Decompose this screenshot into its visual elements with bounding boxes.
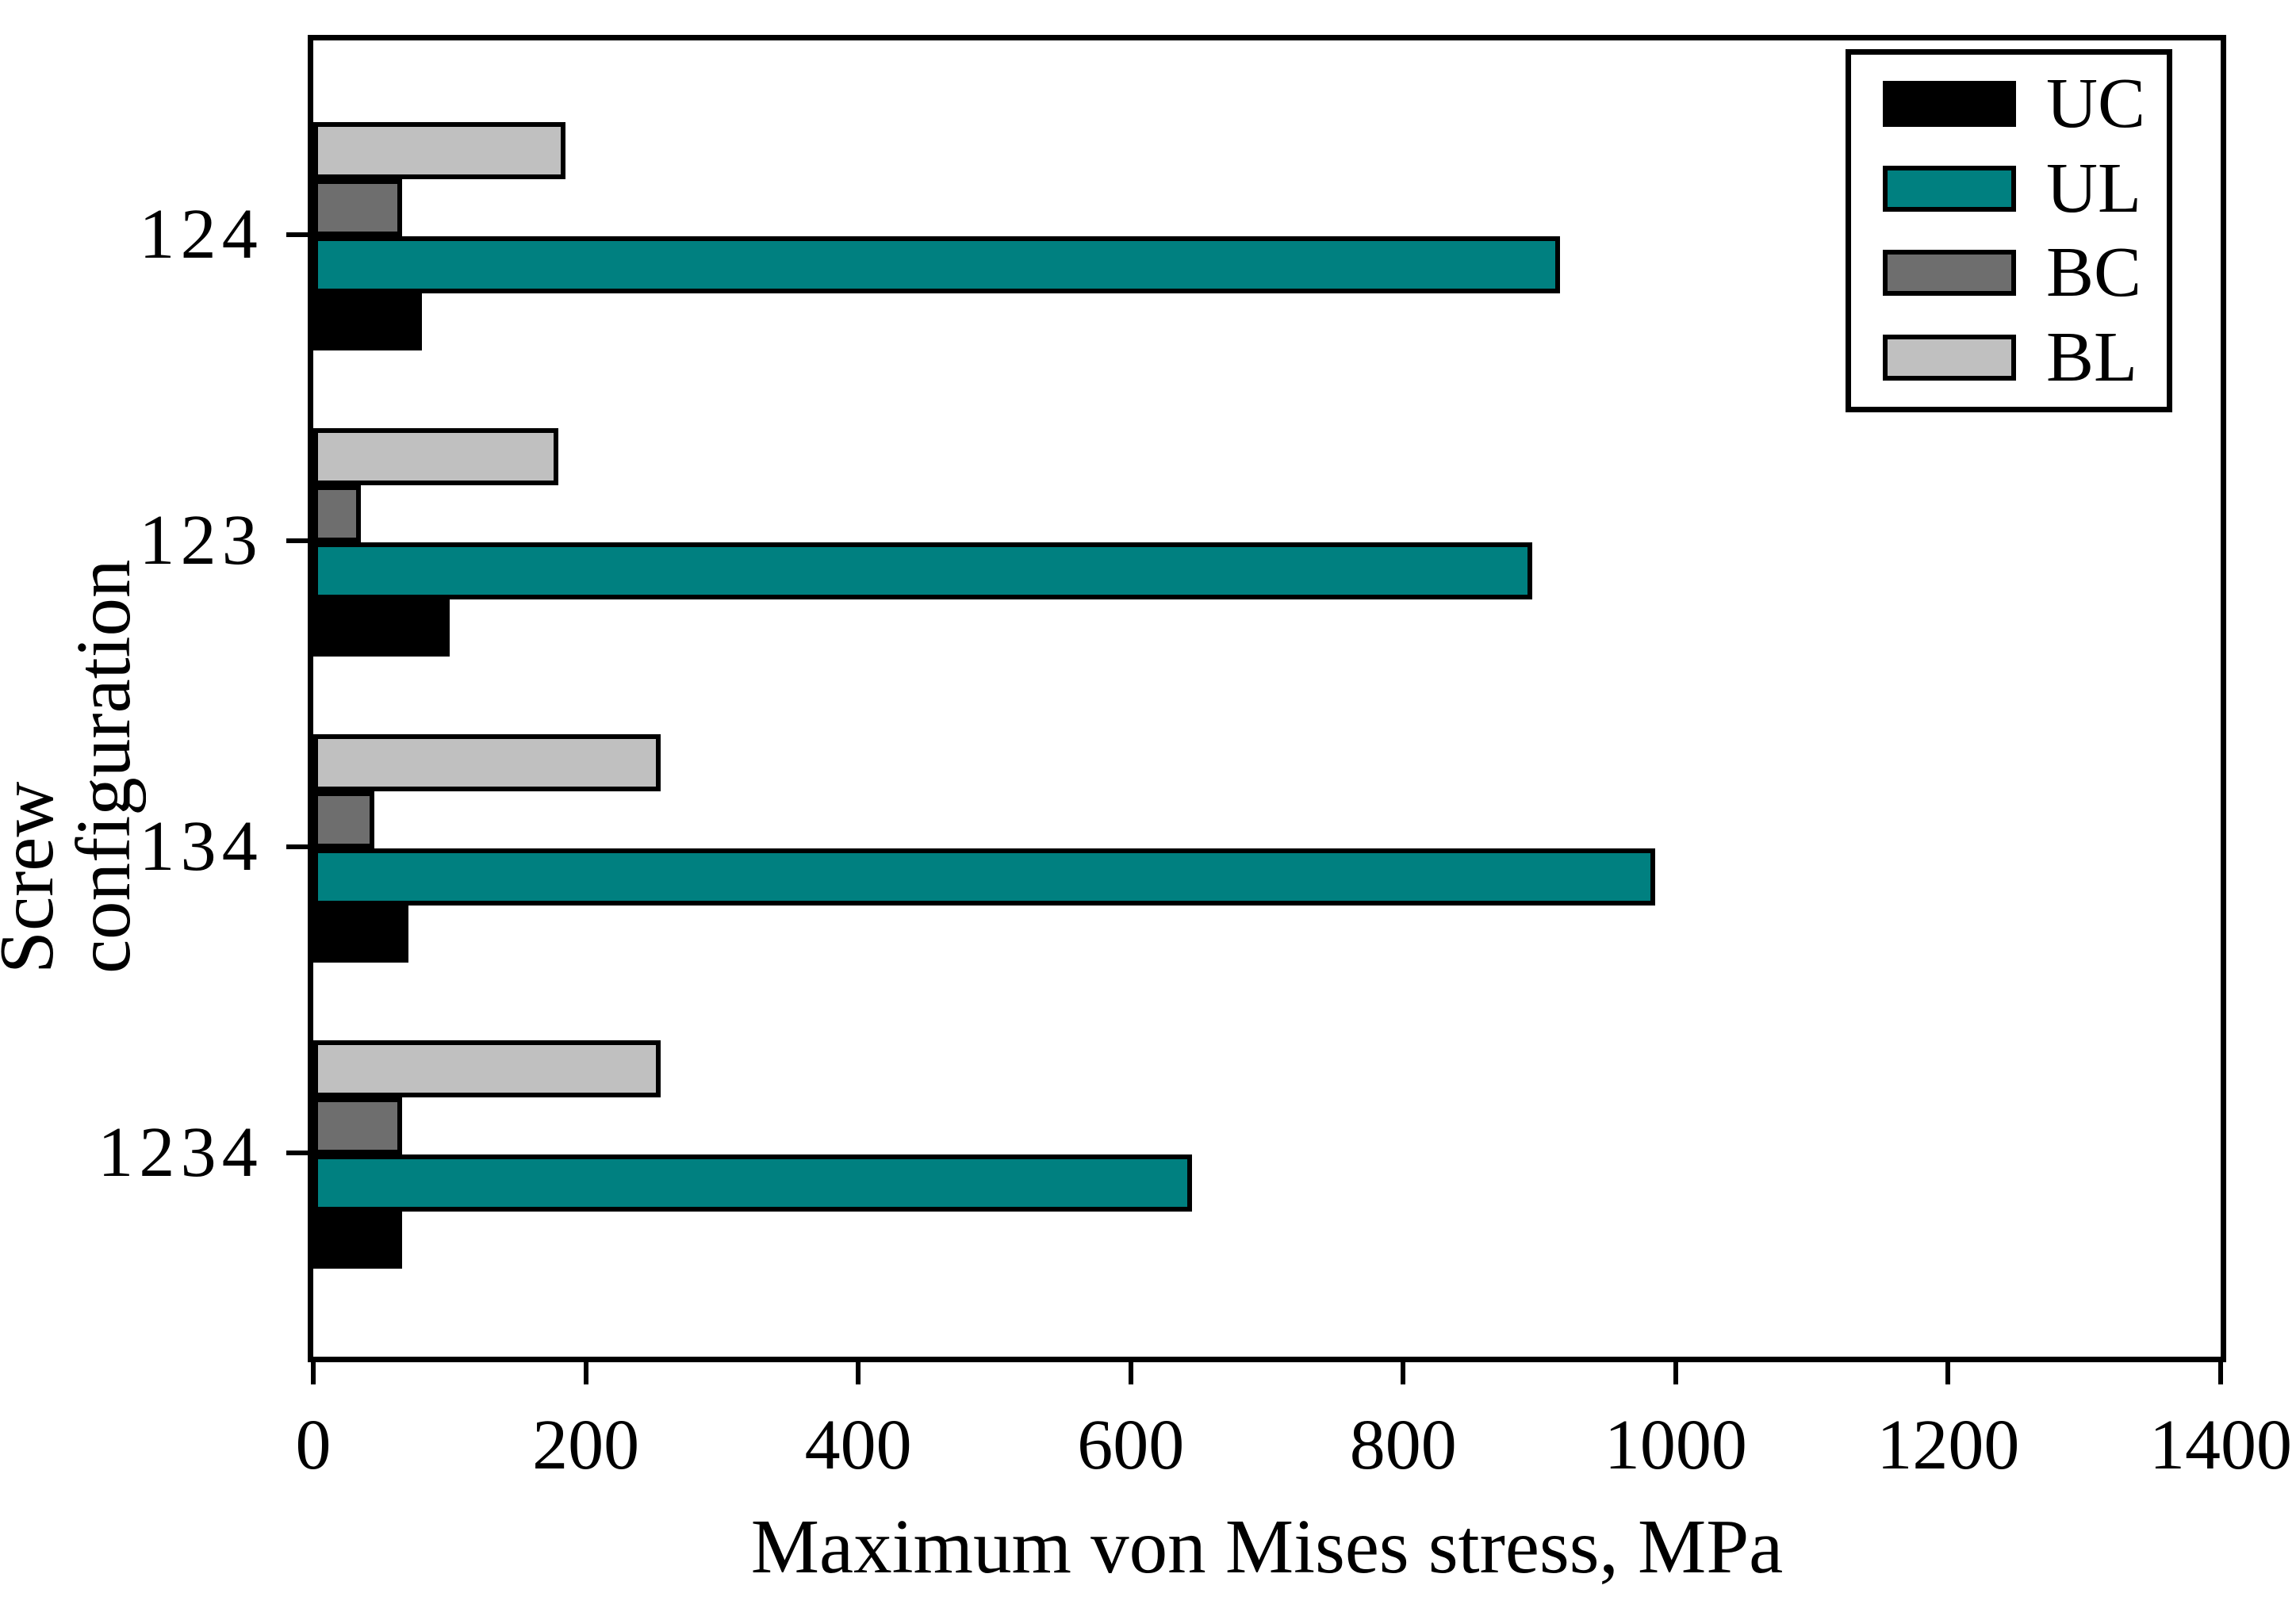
bar-1234-UC xyxy=(313,1212,402,1269)
bar-123-BC xyxy=(313,485,362,542)
legend-item-UL: UL xyxy=(1883,148,2167,228)
bar-123-UC xyxy=(313,599,450,657)
x-tick-0 xyxy=(311,1362,316,1384)
x-tick-label-1000: 1000 xyxy=(1604,1406,1747,1484)
bar-group-124 xyxy=(313,122,2221,350)
bar-134-BC xyxy=(313,791,375,848)
bar-124-UL xyxy=(313,236,1560,293)
legend-item-BC: BC xyxy=(1883,237,2167,308)
x-tick-400 xyxy=(856,1362,861,1384)
bar-1234-UL xyxy=(313,1154,1193,1212)
legend-label-UL: UL xyxy=(2046,148,2141,228)
y-tick-124 xyxy=(286,232,309,237)
x-tick-label-1200: 1200 xyxy=(1876,1406,2020,1484)
bar-group-134 xyxy=(313,734,2221,963)
legend-swatch-BC xyxy=(1883,250,2016,297)
x-tick-1000 xyxy=(1673,1362,1678,1384)
bar-134-UC xyxy=(313,906,409,963)
bar-123-UL xyxy=(313,542,1533,599)
category-label-1234: 1234 xyxy=(98,1113,263,1192)
legend: UC UL BC BL xyxy=(1846,49,2172,412)
x-tick-label-400: 400 xyxy=(804,1406,912,1484)
legend-swatch-UC xyxy=(1883,80,2016,127)
x-tick-label-1400: 1400 xyxy=(2149,1406,2292,1484)
bar-134-UL xyxy=(313,848,1656,906)
bar-124-UC xyxy=(313,293,423,350)
bar-124-BL xyxy=(313,122,565,179)
x-tick-label-200: 200 xyxy=(532,1406,640,1484)
x-tick-label-600: 600 xyxy=(1077,1406,1185,1484)
x-axis-title: Maximum von Mises stress, MPa xyxy=(750,1504,1784,1589)
x-tick-600 xyxy=(1128,1362,1133,1384)
bar-group-1234 xyxy=(313,1040,2221,1269)
legend-swatch-UL xyxy=(1883,165,2016,212)
category-label-134: 134 xyxy=(139,807,263,886)
legend-item-BL: BL xyxy=(1883,322,2167,393)
bar-1234-BC xyxy=(313,1097,402,1154)
y-tick-134 xyxy=(286,844,309,849)
legend-item-UC: UC xyxy=(1883,63,2167,143)
x-tick-800 xyxy=(1401,1362,1406,1384)
x-tick-200 xyxy=(583,1362,588,1384)
x-tick-label-0: 0 xyxy=(295,1406,332,1484)
bar-1234-BL xyxy=(313,1040,661,1097)
x-tick-1400 xyxy=(2218,1362,2223,1384)
legend-label-BC: BC xyxy=(2046,233,2142,312)
y-tick-1234 xyxy=(286,1151,309,1155)
legend-swatch-BL xyxy=(1883,335,2016,381)
x-tick-label-800: 800 xyxy=(1349,1406,1457,1484)
bar-124-BC xyxy=(313,179,402,236)
category-label-123: 123 xyxy=(139,501,263,580)
bar-134-BL xyxy=(313,734,661,791)
legend-label-BL: BL xyxy=(2046,318,2138,397)
legend-label-UC: UC xyxy=(2046,63,2146,143)
x-tick-1200 xyxy=(1945,1362,1951,1384)
y-axis-title: Screw configuration xyxy=(0,559,146,974)
x-axis-ticks: 0 200 400 600 800 1000 1200 1400 xyxy=(296,1362,2292,1481)
bar-123-BL xyxy=(313,428,559,485)
bar-group-123 xyxy=(313,428,2221,657)
category-label-124: 124 xyxy=(139,195,263,274)
y-tick-123 xyxy=(286,538,309,543)
